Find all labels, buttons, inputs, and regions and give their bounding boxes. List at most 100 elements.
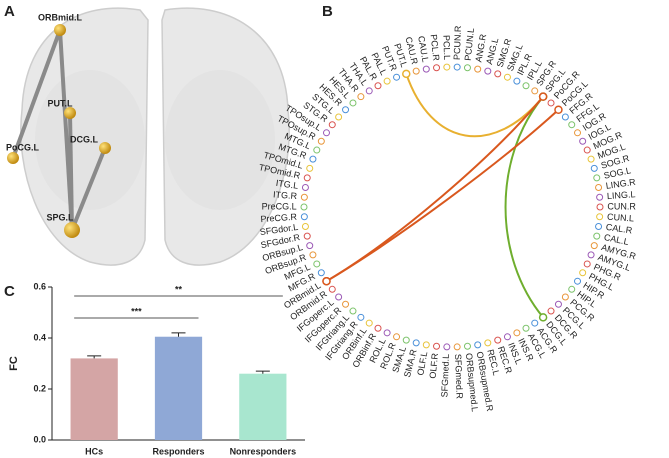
error-bar — [171, 332, 186, 337]
region-node — [328, 285, 336, 293]
region-node — [349, 99, 357, 107]
region-node — [463, 342, 471, 350]
region-node — [335, 293, 343, 301]
region-node — [596, 203, 604, 211]
region-label: OLF.L — [415, 351, 429, 376]
region-label: ANG.R — [473, 33, 488, 63]
region-label: CAU.L — [416, 35, 430, 63]
region-node — [300, 193, 308, 201]
region-node — [309, 155, 317, 163]
connection-end — [322, 276, 331, 286]
region-node — [595, 222, 603, 230]
region-node — [357, 313, 365, 321]
bar — [70, 358, 118, 440]
region-label: OLF.R — [427, 352, 440, 379]
region-node — [547, 99, 555, 107]
region-label: PCL.R — [429, 34, 442, 62]
region-node — [300, 213, 308, 221]
region-node — [593, 232, 601, 240]
region-node — [412, 67, 420, 75]
x-tick-label: Responders — [152, 446, 204, 456]
region-node — [590, 164, 598, 172]
region-label: CUN.L — [607, 212, 635, 224]
region-node — [554, 300, 562, 308]
y-tick-label: 0.6 — [33, 281, 46, 291]
region-node — [412, 339, 420, 347]
bar-chart: 0.0 0.2 0.4 0.6 FC HCs Responders Nonresponders… — [8, 281, 305, 456]
region-node — [561, 293, 569, 301]
region-node — [484, 339, 492, 347]
region-node — [402, 336, 410, 344]
region-label: SFGmed.L — [439, 354, 451, 398]
region-label: ITG.R — [273, 189, 298, 201]
region-node — [306, 242, 314, 250]
significance-label: *** — [131, 306, 142, 316]
connection-end — [538, 92, 548, 101]
region-node — [574, 277, 582, 285]
region-label: LING.L — [607, 189, 636, 201]
region-node — [306, 164, 314, 172]
brain-glass — [20, 7, 290, 266]
region-label: CAL.R — [605, 222, 633, 236]
region-node — [393, 333, 401, 341]
connection — [325, 109, 560, 283]
brain-node — [99, 142, 111, 154]
region-node — [561, 113, 569, 121]
region-node — [522, 82, 530, 90]
node-label: SPG.L — [46, 212, 74, 222]
region-node — [443, 63, 451, 71]
region-node — [463, 64, 471, 72]
region-node — [568, 285, 576, 293]
region-node — [342, 106, 350, 114]
region-label: LING.R — [605, 177, 637, 191]
region-node — [503, 73, 511, 81]
region-node — [335, 113, 343, 121]
region-node — [587, 251, 595, 259]
region-node — [393, 73, 401, 81]
region-node — [568, 121, 576, 129]
y-tick-label: 0.0 — [33, 434, 46, 444]
bar — [239, 373, 287, 440]
region-node — [383, 329, 391, 337]
region-node — [453, 63, 461, 71]
node-label: ORBmid.L — [38, 12, 83, 22]
region-node — [574, 129, 582, 137]
region-node — [513, 329, 521, 337]
region-node — [503, 333, 511, 341]
region-node — [422, 65, 430, 73]
region-node — [453, 343, 461, 351]
error-bar — [255, 370, 270, 374]
brain-edge — [68, 112, 74, 231]
region-node — [317, 269, 325, 277]
region-node — [313, 146, 321, 154]
brain-node — [54, 24, 66, 36]
region-node — [596, 193, 604, 201]
region-node — [579, 137, 587, 145]
y-tick-label: 0.4 — [33, 332, 46, 342]
region-node — [328, 121, 336, 129]
node-label: PoCG.L — [6, 142, 40, 152]
region-node — [531, 319, 539, 327]
region-node — [579, 269, 587, 277]
region-node — [365, 87, 373, 95]
region-node — [357, 93, 365, 101]
connection-end — [554, 105, 563, 114]
region-label: SFGmed.R — [453, 354, 465, 400]
region-label: PreCG.R — [260, 212, 298, 225]
region-label: PCUN.R — [452, 25, 463, 60]
region-node — [365, 319, 373, 327]
panel-label: B — [322, 3, 333, 20]
region-node — [309, 251, 317, 259]
region-node — [300, 203, 308, 211]
significance-label: ** — [175, 284, 183, 294]
region-node — [587, 155, 595, 163]
region-node — [301, 222, 309, 230]
node-label: DCG.L — [70, 134, 99, 144]
panel-label: A — [4, 3, 15, 20]
region-node — [313, 260, 321, 268]
region-label: ITG.L — [275, 178, 299, 191]
brain-node — [64, 222, 80, 238]
node-label: PUT.L — [47, 98, 73, 108]
region-node — [374, 324, 382, 332]
